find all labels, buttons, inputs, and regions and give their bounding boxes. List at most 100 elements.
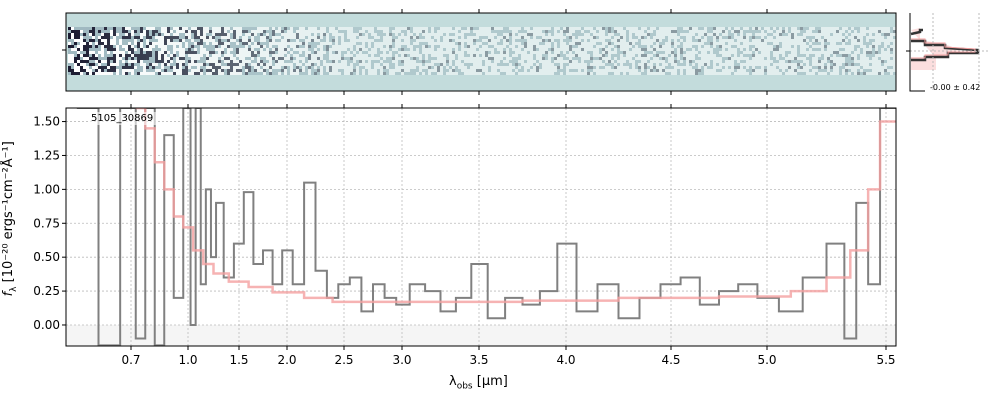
- 2d-spectrum-pixel: [578, 72, 581, 75]
- 2d-spectrum-pixel: [818, 60, 821, 63]
- 2d-spectrum-pixel: [248, 36, 251, 39]
- 2d-spectrum-pixel: [356, 66, 359, 69]
- 2d-spectrum-pixel: [206, 60, 209, 63]
- 2d-spectrum-pixel: [830, 51, 833, 54]
- 2d-spectrum-pixel: [731, 69, 734, 72]
- 2d-spectrum-pixel: [290, 63, 293, 66]
- 2d-spectrum-pixel: [293, 27, 296, 30]
- 2d-spectrum-pixel: [128, 66, 131, 69]
- 2d-spectrum-pixel: [71, 30, 74, 33]
- 2d-spectrum-pixel: [476, 60, 479, 63]
- 2d-spectrum-pixel: [104, 57, 107, 60]
- 2d-spectrum-pixel: [746, 69, 749, 72]
- 2d-spectrum-pixel: [692, 66, 695, 69]
- 2d-spectrum-pixel: [68, 54, 71, 57]
- 2d-spectrum-pixel: [209, 42, 212, 45]
- 2d-spectrum-pixel: [257, 66, 260, 69]
- 2d-spectrum-pixel: [752, 51, 755, 54]
- 2d-spectrum-pixel: [683, 36, 686, 39]
- 2d-spectrum-pixel: [725, 48, 728, 51]
- 2d-spectrum-pixel: [716, 51, 719, 54]
- 2d-spectrum-pixel: [650, 36, 653, 39]
- 2d-spectrum-pixel: [512, 36, 515, 39]
- 2d-spectrum-pixel: [596, 60, 599, 63]
- 2d-spectrum-pixel: [854, 72, 857, 75]
- 2d-spectrum-pixel: [872, 69, 875, 72]
- 2d-spectrum-pixel: [437, 45, 440, 48]
- 2d-spectrum-pixel: [398, 45, 401, 48]
- 2d-spectrum-pixel: [848, 27, 851, 30]
- 2d-spectrum-pixel: [410, 57, 413, 60]
- 2d-spectrum-pixel: [782, 66, 785, 69]
- 2d-spectrum-pixel: [755, 72, 758, 75]
- 2d-spectrum-pixel: [593, 39, 596, 42]
- 2d-spectrum-pixel: [593, 69, 596, 72]
- 2d-spectrum-pixel: [620, 48, 623, 51]
- 2d-spectrum-pixel: [773, 63, 776, 66]
- 2d-spectrum-pixel: [671, 30, 674, 33]
- 2d-spectrum-pixel: [299, 51, 302, 54]
- 2d-spectrum-pixel: [764, 30, 767, 33]
- 2d-spectrum-pixel: [83, 63, 86, 66]
- 2d-spectrum-pixel: [113, 72, 116, 75]
- 2d-spectrum-pixel: [467, 72, 470, 75]
- 2d-spectrum-pixel: [344, 63, 347, 66]
- 2d-spectrum-pixel: [443, 51, 446, 54]
- 2d-spectrum-pixel: [503, 36, 506, 39]
- 2d-spectrum-pixel: [578, 33, 581, 36]
- 2d-spectrum-pixel: [764, 66, 767, 69]
- 2d-spectrum-pixel: [113, 48, 116, 51]
- 2d-spectrum-pixel: [80, 36, 83, 39]
- 2d-spectrum-pixel: [743, 69, 746, 72]
- 2d-spectrum-pixel: [500, 42, 503, 45]
- 2d-spectrum-pixel: [485, 39, 488, 42]
- 2d-spectrum-pixel: [329, 27, 332, 30]
- 2d-spectrum-pixel: [752, 54, 755, 57]
- 2d-spectrum-pixel: [845, 69, 848, 72]
- 2d-spectrum-pixel: [698, 39, 701, 42]
- 2d-spectrum-pixel: [788, 66, 791, 69]
- 2d-spectrum-pixel: [722, 54, 725, 57]
- 2d-spectrum-pixel: [563, 33, 566, 36]
- 2d-spectrum-pixel: [278, 72, 281, 75]
- 2d-spectrum-pixel: [467, 48, 470, 51]
- 2d-spectrum-pixel: [536, 30, 539, 33]
- 2d-spectrum-pixel: [680, 33, 683, 36]
- 2d-spectrum-pixel: [659, 42, 662, 45]
- 2d-spectrum-pixel: [356, 60, 359, 63]
- 2d-spectrum-pixel: [785, 42, 788, 45]
- 2d-spectrum-pixel: [176, 27, 179, 30]
- 2d-spectrum-pixel: [818, 27, 821, 30]
- 2d-spectrum-pixel: [587, 66, 590, 69]
- 2d-spectrum-pixel: [557, 30, 560, 33]
- 2d-spectrum-pixel: [179, 42, 182, 45]
- 2d-spectrum-pixel: [659, 51, 662, 54]
- 2d-spectrum-pixel: [302, 42, 305, 45]
- 2d-spectrum-pixel: [434, 39, 437, 42]
- 2d-spectrum-pixel: [740, 33, 743, 36]
- 2d-spectrum-pixel: [701, 48, 704, 51]
- 2d-spectrum-pixel: [371, 39, 374, 42]
- 2d-spectrum-pixel: [590, 39, 593, 42]
- 2d-spectrum-pixel: [581, 54, 584, 57]
- 2d-spectrum-pixel: [812, 36, 815, 39]
- 2d-spectrum-pixel: [374, 45, 377, 48]
- 2d-spectrum-pixel: [482, 33, 485, 36]
- 2d-spectrum-pixel: [221, 72, 224, 75]
- 2d-spectrum-pixel: [761, 45, 764, 48]
- 2d-spectrum-pixel: [524, 72, 527, 75]
- 2d-spectrum-pixel: [680, 63, 683, 66]
- 2d-spectrum-pixel: [704, 60, 707, 63]
- 2d-spectrum-pixel: [641, 45, 644, 48]
- 2d-spectrum-pixel: [374, 33, 377, 36]
- 2d-spectrum-pixel: [755, 45, 758, 48]
- 2d-spectrum-pixel: [155, 27, 158, 30]
- 2d-spectrum-pixel: [779, 36, 782, 39]
- 2d-spectrum-pixel: [314, 69, 317, 72]
- 2d-spectrum-pixel: [92, 42, 95, 45]
- 2d-spectrum-pixel: [734, 36, 737, 39]
- 2d-spectrum-pixel: [230, 63, 233, 66]
- 2d-spectrum-pixel: [755, 36, 758, 39]
- 2d-spectrum-pixel: [800, 63, 803, 66]
- 2d-spectrum-pixel: [257, 39, 260, 42]
